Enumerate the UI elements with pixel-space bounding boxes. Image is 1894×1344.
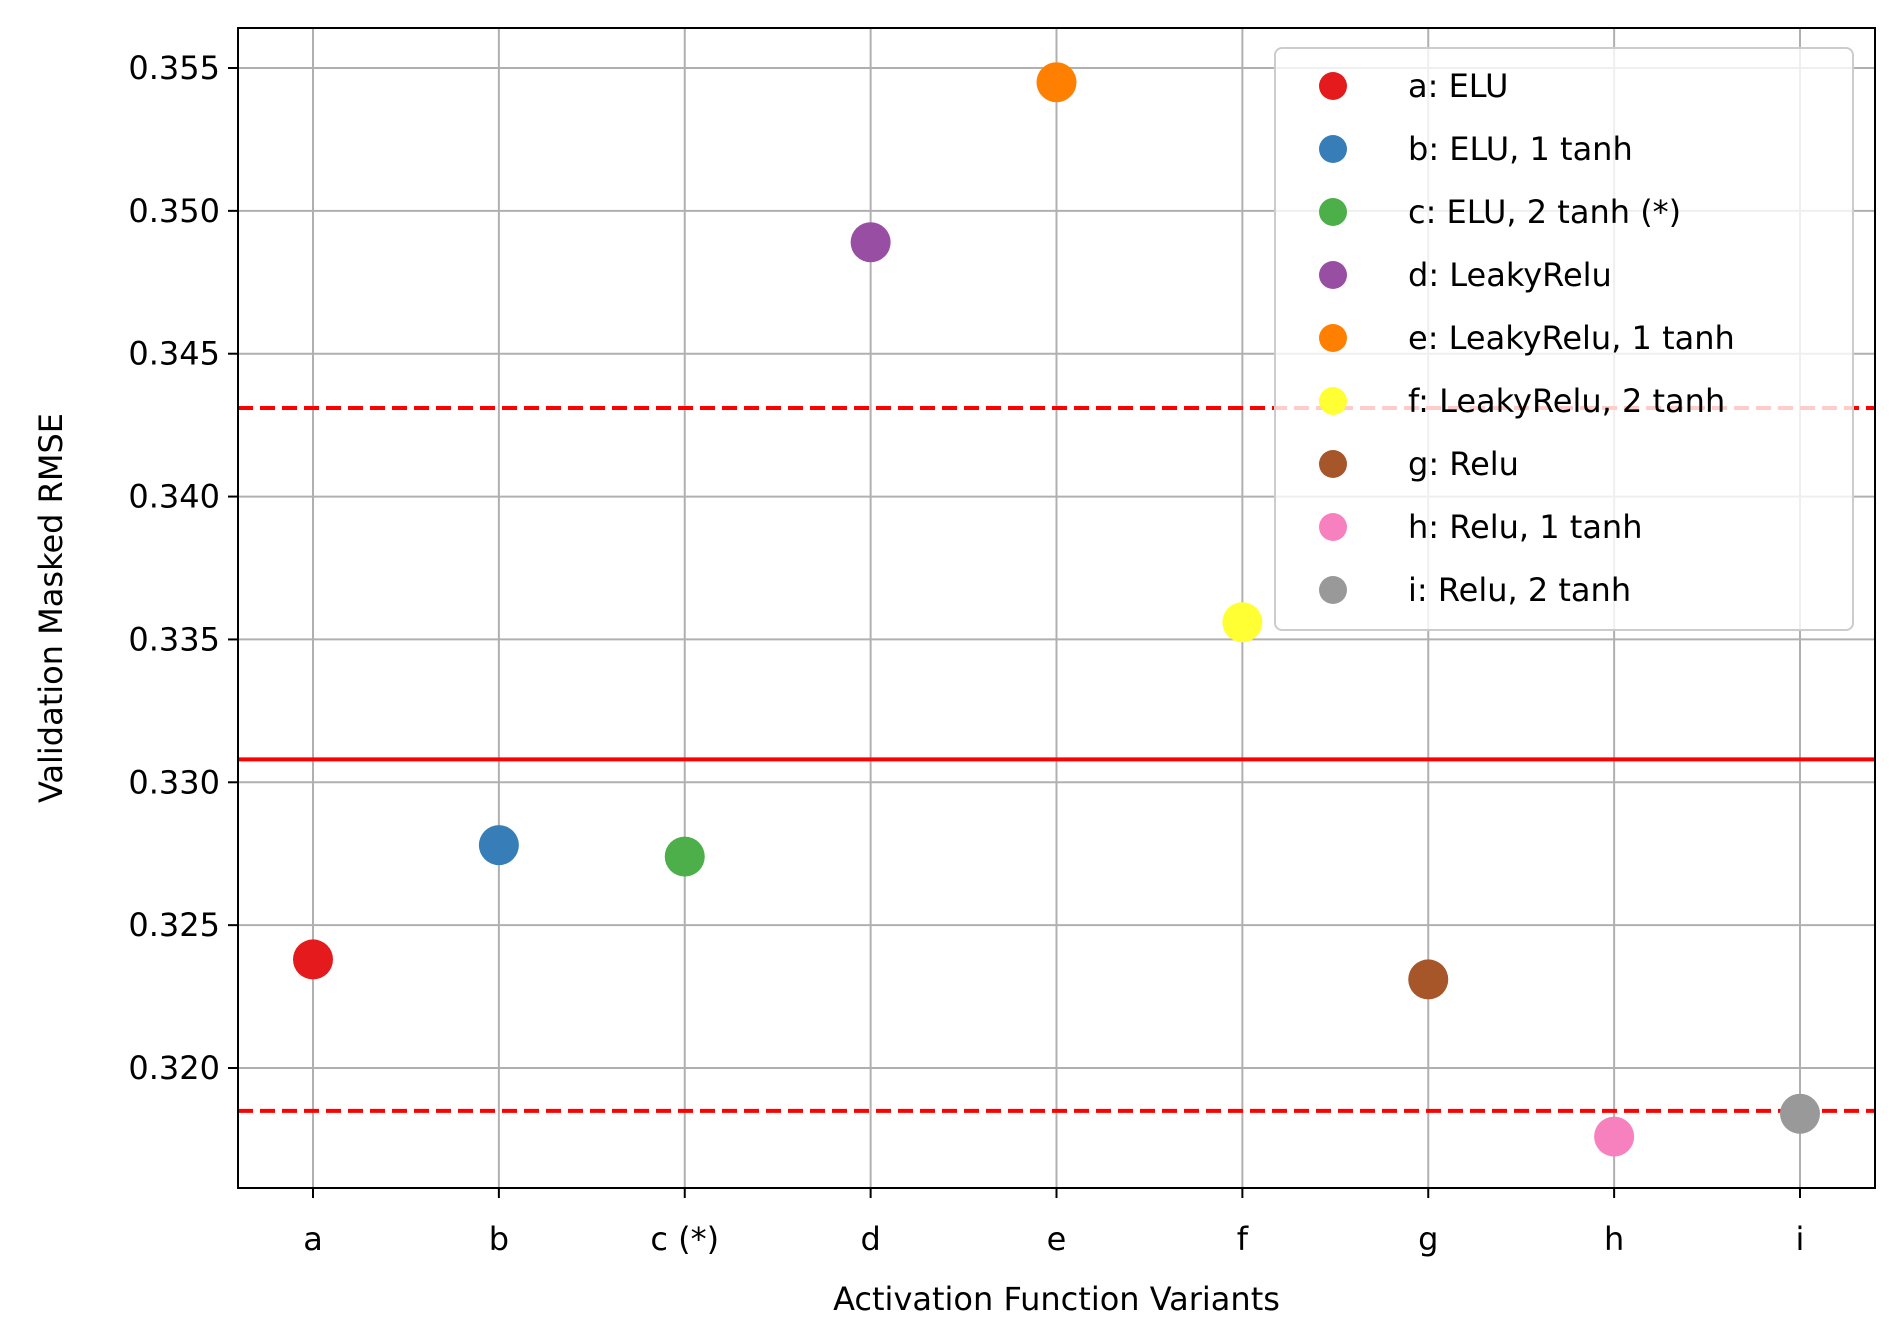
x-tick-label: c (*) [650,1220,719,1258]
y-tick-label: 0.330 [128,763,220,801]
y-tick-label: 0.350 [128,192,220,230]
legend-entry-label: f: LeakyRelu, 2 tanh [1408,382,1725,420]
legend-box [1274,47,1854,631]
legend-marker [1319,513,1347,541]
data-point-b [478,825,519,866]
legend-marker [1319,387,1347,415]
y-axis-ticks: 0.320 0.325 0.330 0.335 0.340 0.345 0.350 0.355 [128,49,238,1087]
data-points [293,62,1820,1157]
legend-entry-label: e: LeakyRelu, 1 tanh [1408,319,1735,357]
legend-entry-label: i: Relu, 2 tanh [1408,571,1631,609]
x-tick-label: d [860,1220,880,1258]
legend-marker [1319,135,1347,163]
x-tick-label: h [1604,1220,1624,1258]
data-point-g [1408,959,1449,1000]
y-axis-label: Validation Masked RMSE [32,413,70,803]
legend-entry-label: c: ELU, 2 tanh (*) [1408,193,1681,231]
data-point-d [850,222,891,263]
legend-marker [1319,450,1347,478]
x-tick-label: a [303,1220,323,1258]
legend-entry-label: d: LeakyRelu [1408,256,1612,294]
legend-marker [1319,261,1347,289]
y-tick-label: 0.355 [128,49,220,87]
legend-marker [1319,198,1347,226]
legend-entry-label: h: Relu, 1 tanh [1408,508,1642,546]
data-point-i [1780,1093,1820,1134]
y-tick-label: 0.325 [128,906,220,944]
y-tick-label: 0.345 [128,335,220,373]
data-point-h [1594,1116,1635,1157]
x-tick-label: b [489,1220,509,1258]
data-point-c [664,836,705,877]
legend-entry-label: b: ELU, 1 tanh [1408,130,1633,168]
legend-entry-label: a: ELU [1408,67,1508,105]
y-tick-label: 0.320 [128,1049,220,1087]
data-point-f [1222,602,1263,643]
y-tick-label: 0.340 [128,478,220,516]
legend: a: ELU b: ELU, 1 tanh c: ELU, 2 tanh (*) d:… [1274,47,1854,631]
x-axis-label: Activation Function Variants [833,1280,1280,1318]
data-point-e [1036,62,1077,103]
legend-marker [1319,324,1347,352]
x-tick-label: g [1418,1220,1438,1258]
legend-marker [1319,576,1347,604]
legend-marker [1319,72,1347,100]
x-tick-label: i [1796,1220,1805,1258]
x-axis-ticks: a b c (*) d e f g h i [303,1188,1804,1258]
x-tick-label: e [1047,1220,1067,1258]
y-tick-label: 0.335 [128,620,220,658]
data-point-a [293,939,333,980]
legend-entry-label: g: Relu [1408,445,1519,483]
x-tick-label: f [1237,1220,1249,1258]
